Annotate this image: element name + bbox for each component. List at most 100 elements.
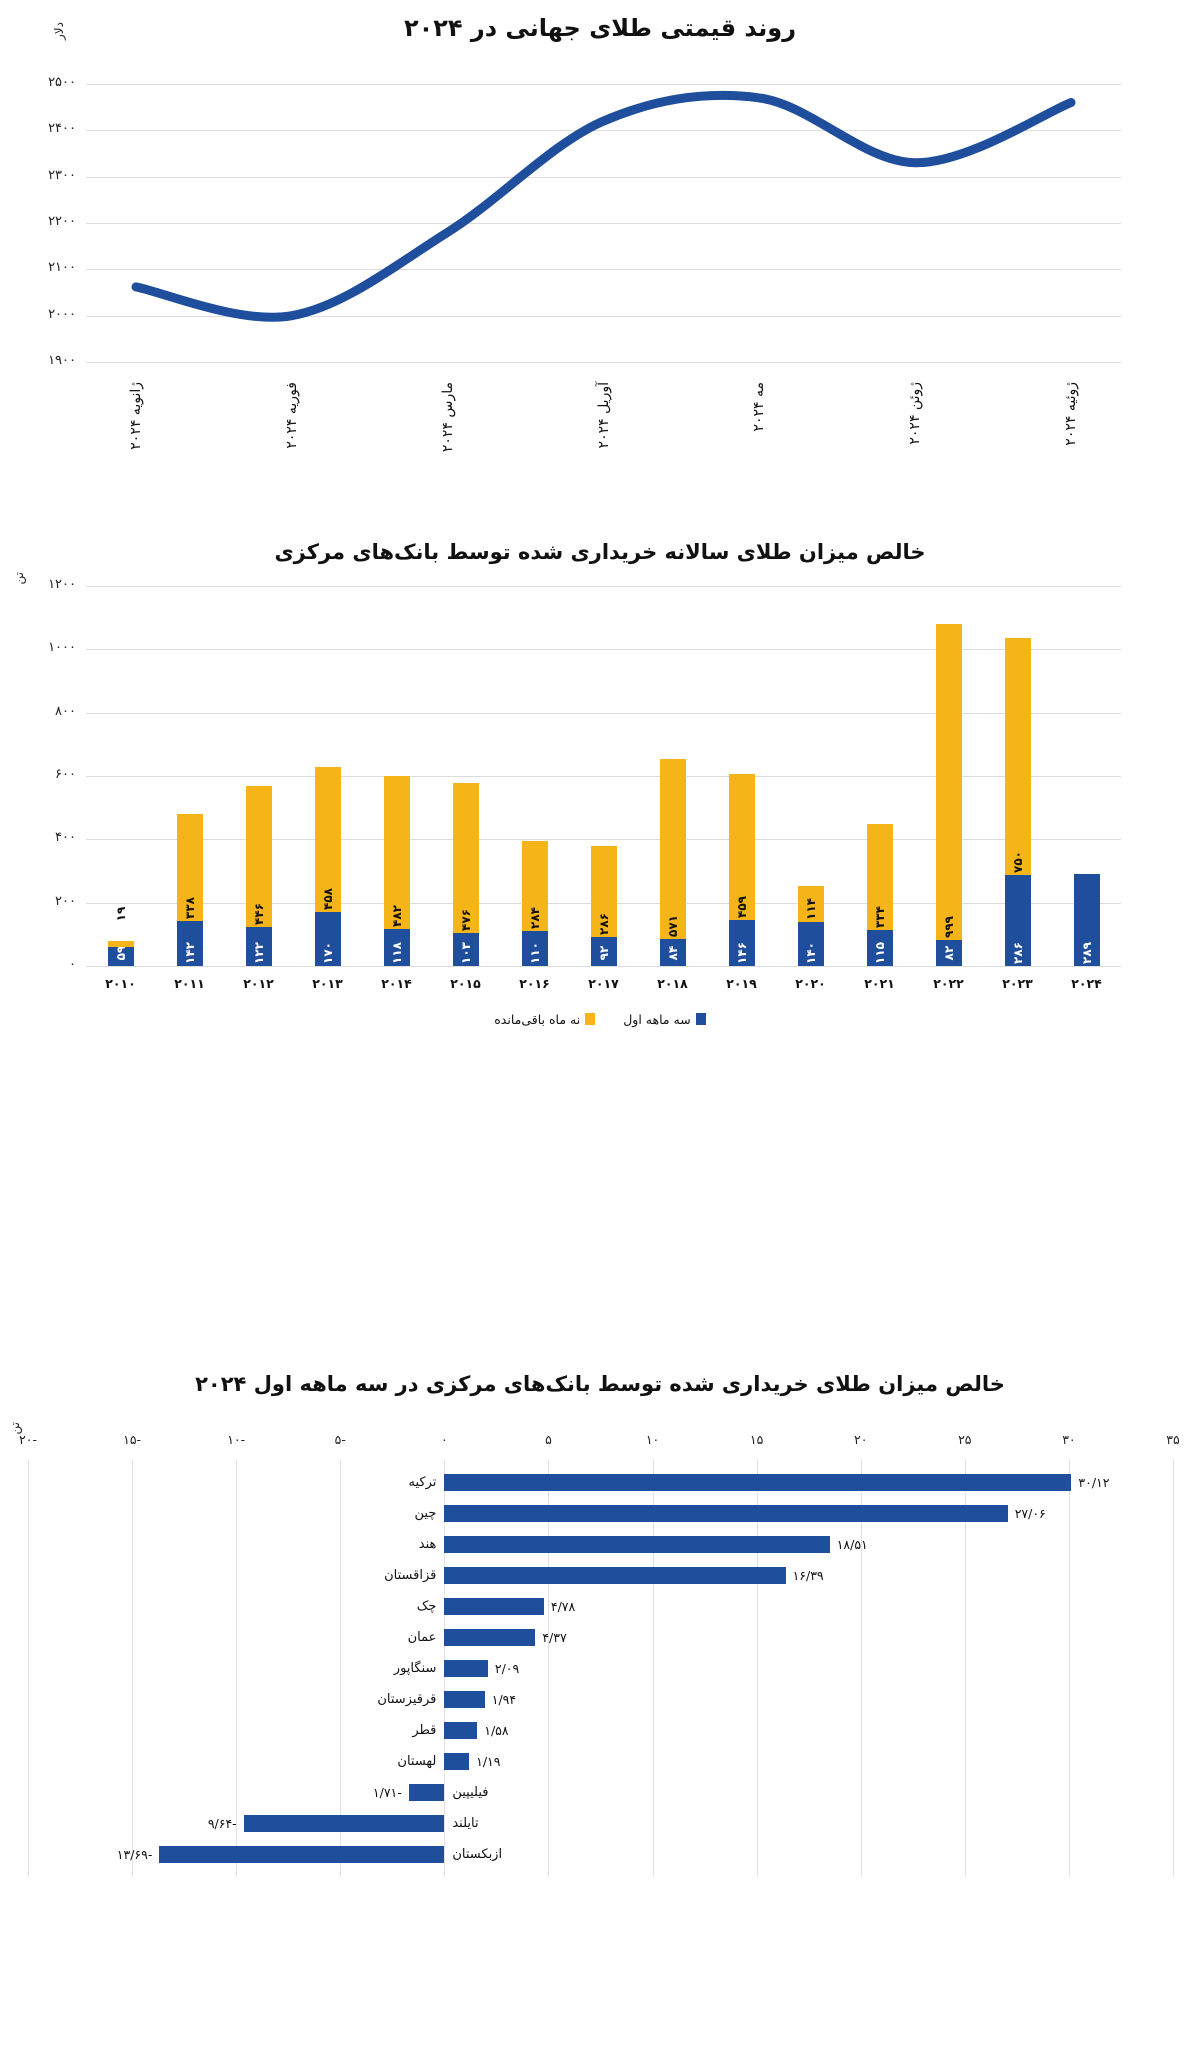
chart3-bar[interactable] — [444, 1722, 478, 1739]
chart3-gridline — [1068, 1460, 1070, 1877]
chart2-y-tick: ۶۰۰ — [55, 767, 76, 782]
chart2-value-label-q1: ۵۹ — [113, 945, 128, 961]
chart2-segment-rest: ۴۸۲ — [383, 776, 410, 929]
chart3-category-label: هند — [418, 1537, 437, 1552]
chart3-value-label: ۱/۱۹ — [476, 1754, 501, 1769]
chart2-value-label-rest: ۴۷۶ — [458, 909, 473, 932]
chart2-x-tick-year: ۲۰۲۱ — [864, 976, 895, 991]
chart2-column[interactable]: ۸۴ ۵۷۱ — [659, 586, 686, 966]
chart2-column[interactable]: ۵۹ ۱۹ — [107, 586, 134, 966]
chart2-x-tick-year: ۲۰۱۹ — [726, 976, 757, 991]
chart3-bar[interactable] — [444, 1753, 470, 1770]
chart2-segment-q1: ۱۴۶ — [728, 919, 755, 966]
chart2-column[interactable]: ۱۴۲ ۳۳۸ — [176, 586, 203, 966]
chart3-bar[interactable] — [408, 1784, 445, 1801]
chart3-gridline — [28, 1460, 29, 1877]
chart2-segment-rest: ۷۵۰ — [1004, 637, 1031, 876]
chart2-legend-label: نه ماه باقی‌مانده — [494, 1012, 581, 1027]
chart2-x-tick-year: ۲۰۱۶ — [519, 976, 550, 991]
chart2-column[interactable]: ۸۲ ۹۹۹ — [935, 586, 962, 966]
chart3-bar[interactable] — [444, 1567, 786, 1584]
chart2-column[interactable]: ۱۱۸ ۴۸۲ — [383, 586, 410, 966]
chart2-value-label-rest: ۵۷۱ — [665, 915, 680, 938]
chart3-bar[interactable] — [159, 1846, 445, 1863]
chart3-bar[interactable] — [444, 1505, 1008, 1522]
chart2-gridline — [86, 586, 1121, 587]
chart1-x-tick-label: فوریه ۲۰۲۴ — [283, 382, 300, 449]
chart2-segment-rest: ۱۹ — [107, 907, 134, 948]
chart2-column[interactable]: ۱۷۰ ۴۵۸ — [314, 586, 341, 966]
chart3-value-label: ۴/۳۷ — [542, 1630, 567, 1645]
chart1-gridline — [86, 176, 1121, 178]
chart3-category-label: لهستان — [397, 1754, 437, 1769]
chart3-gridline — [1173, 1460, 1174, 1877]
chart2-segment-rest: ۲۸۶ — [590, 846, 617, 937]
chart3-value-label: ۱/۷۱- — [372, 1785, 402, 1800]
chart3-value-label: ۹/۶۴- — [207, 1816, 237, 1831]
chart2-x-tick-year: ۲۰۱۴ — [381, 976, 412, 991]
chart3-x-tick: ۳۰ — [1062, 1432, 1076, 1447]
chart2-column[interactable]: ۱۴۶ ۴۵۹ — [728, 586, 755, 966]
chart2-value-label-rest: ۴۵۹ — [734, 895, 749, 918]
chart2-legend-item[interactable]: نه ماه باقی‌مانده — [494, 1012, 596, 1027]
chart2-x-tick-year: ۲۰۱۱ — [174, 976, 205, 991]
chart3-bar[interactable] — [444, 1691, 485, 1708]
chart3-x-tick: ۰ — [441, 1432, 448, 1447]
chart3-bar[interactable] — [444, 1474, 1072, 1491]
chart3-bar[interactable] — [444, 1629, 536, 1646]
chart3-category-label: قزاقستان — [384, 1568, 437, 1583]
chart2-segment-q1: ۹۲ — [590, 936, 617, 966]
chart3-category-label: عمان — [407, 1630, 437, 1645]
chart2-value-label-q1: ۱۱۵ — [872, 942, 887, 964]
chart2-segment-q1: ۱۱۸ — [383, 928, 410, 966]
chart2-gridline — [86, 649, 1121, 651]
chart2-segment-rest: ۵۷۱ — [659, 758, 686, 940]
chart2-column[interactable]: ۱۰۳ ۴۷۶ — [452, 586, 479, 966]
chart2-x-tick-year: ۲۰۱۷ — [588, 976, 619, 991]
chart2-gridline — [86, 966, 1121, 967]
chart3-x-tick: ۱۵- — [123, 1432, 142, 1447]
chart3-x-tick: ۱۰ — [645, 1432, 660, 1447]
chart2-value-label-q1: ۱۱۸ — [389, 942, 404, 964]
chart3-gridline — [548, 1460, 550, 1877]
chart3-value-label: ۱۶/۳۹ — [792, 1568, 824, 1583]
chart3-x-tick: ۲۵ — [958, 1432, 972, 1447]
chart3-bar[interactable] — [444, 1660, 488, 1677]
chart2-value-label-q1: ۸۴ — [665, 945, 680, 961]
chart1-x-tick-label: ژوئن ۲۰۲۴ — [907, 382, 924, 445]
chart2-y-tick: ۲۰۰ — [55, 893, 76, 909]
chart2-gridline — [86, 839, 1121, 841]
chart1-title: روند قیمتی طلای جهانی در ۲۰۲۴ — [403, 14, 797, 42]
chart2-segment-q1: ۱۲۲ — [245, 927, 272, 966]
chart2-column[interactable]: ۲۸۶ ۷۵۰ — [1004, 586, 1031, 966]
chart3-x-tick: ۱۵ — [749, 1432, 764, 1447]
chart2-column[interactable]: ۱۴۰ ۱۱۴ — [797, 586, 824, 966]
chart2-value-label-q1: ۹۲ — [596, 945, 611, 961]
chart3-bar[interactable] — [444, 1598, 544, 1615]
chart2-value-label-rest: ۱۹ — [113, 906, 128, 922]
chart1-y-tick: ۱۹۰۰ — [48, 353, 76, 368]
chart3-gridline — [236, 1460, 238, 1877]
chart2-column[interactable]: ۱۱۵ ۳۳۴ — [866, 586, 893, 966]
chart2-value-label-q1: ۱۱۰ — [527, 942, 542, 964]
chart1-line-series — [131, 90, 1076, 322]
chart2-column[interactable]: ۲۸۹ — [1073, 586, 1100, 966]
chart3-bar[interactable] — [444, 1536, 830, 1553]
chart2-x-tick-year: ۲۰۲۳ — [1002, 976, 1033, 991]
chart3-category-label: سنگاپور — [393, 1661, 437, 1676]
chart2-segment-q1: ۱۴۰ — [797, 921, 824, 966]
chart2-legend-swatch — [585, 1013, 596, 1025]
chart3-bar[interactable] — [243, 1815, 445, 1832]
chart2-value-label-rest: ۹۹۹ — [941, 916, 956, 939]
chart3-plot-area: ۲۰- ۱۵- ۱۰- ۵- ۰ ۵ ۱۰ ۱۵ ۲۰ ۲۵ ۳۰ ۳۵ ترکیه ۳۰/۱۲ چین ۲۷… — [19, 1432, 1180, 1877]
chart2-x-tick-year: ۲۰۱۳ — [312, 976, 343, 991]
chart3-category-label: چین — [414, 1506, 437, 1521]
chart2-segment-rest: ۴۴۶ — [245, 786, 272, 928]
chart3-gridline — [964, 1460, 966, 1877]
chart2-column[interactable]: ۱۲۲ ۴۴۶ — [245, 586, 272, 966]
chart2-column[interactable]: ۹۲ ۲۸۶ — [590, 586, 617, 966]
chart2-legend-item[interactable]: سه ماهه اول — [623, 1012, 706, 1027]
chart1-y-tick: ۲۴۰۰ — [48, 121, 76, 137]
chart1-gridline — [86, 84, 1121, 85]
chart2-column[interactable]: ۱۱۰ ۲۸۴ — [521, 586, 548, 966]
